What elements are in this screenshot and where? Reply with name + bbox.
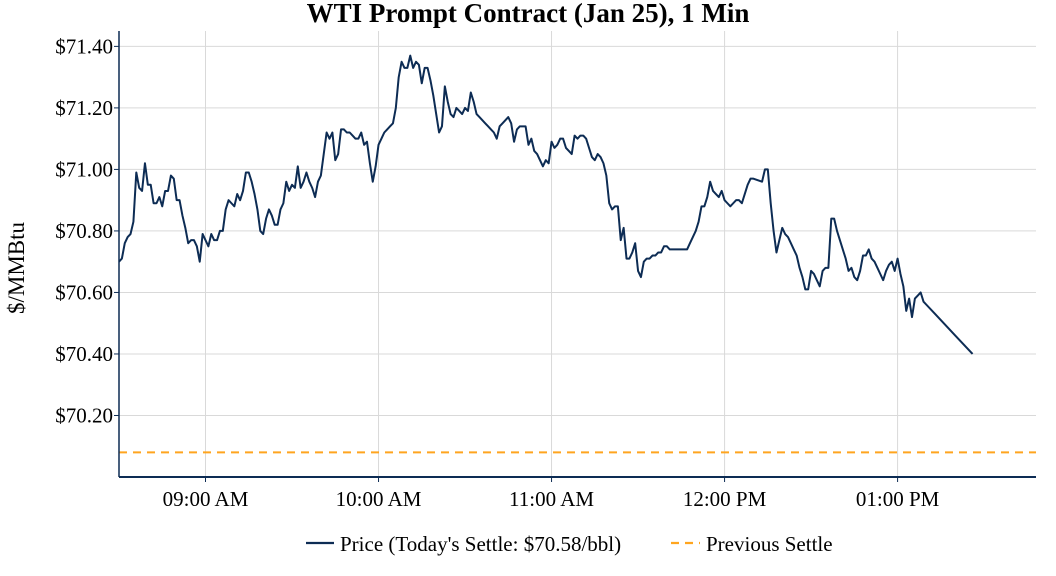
series-layer — [118, 54, 1036, 454]
x-tick-label: 01:00 PM — [856, 487, 940, 511]
y-tick-label: $71.00 — [55, 157, 113, 181]
y-axis-title: $/MMBtu — [4, 221, 29, 314]
legend-previous-settle-label: Previous Settle — [706, 532, 833, 556]
legend-price-label: Price (Today's Settle: $70.58/bbl) — [340, 532, 621, 556]
y-tick-label: $70.20 — [55, 403, 113, 427]
chart-title: WTI Prompt Contract (Jan 25), 1 Min — [307, 0, 750, 28]
y-tick-label: $71.40 — [55, 34, 113, 58]
price-series-line — [118, 54, 974, 355]
y-tick-label: $70.40 — [55, 342, 113, 366]
y-tick-label: $70.80 — [55, 219, 113, 243]
y-tick-label: $71.20 — [55, 96, 113, 120]
axes: $70.20 $70.40 $70.60 $70.80 $71.00 $71.20 $71.… — [55, 31, 1036, 511]
legend: Price (Today's Settle: $70.58/bbl) Previ… — [306, 532, 833, 556]
y-tick-label: $70.60 — [55, 280, 113, 304]
x-tick-label: 10:00 AM — [336, 487, 422, 511]
x-tick-label: 11:00 AM — [509, 487, 594, 511]
grid — [119, 31, 1036, 477]
x-tick-label: 09:00 AM — [163, 487, 249, 511]
x-tick-label: 12:00 PM — [683, 487, 767, 511]
